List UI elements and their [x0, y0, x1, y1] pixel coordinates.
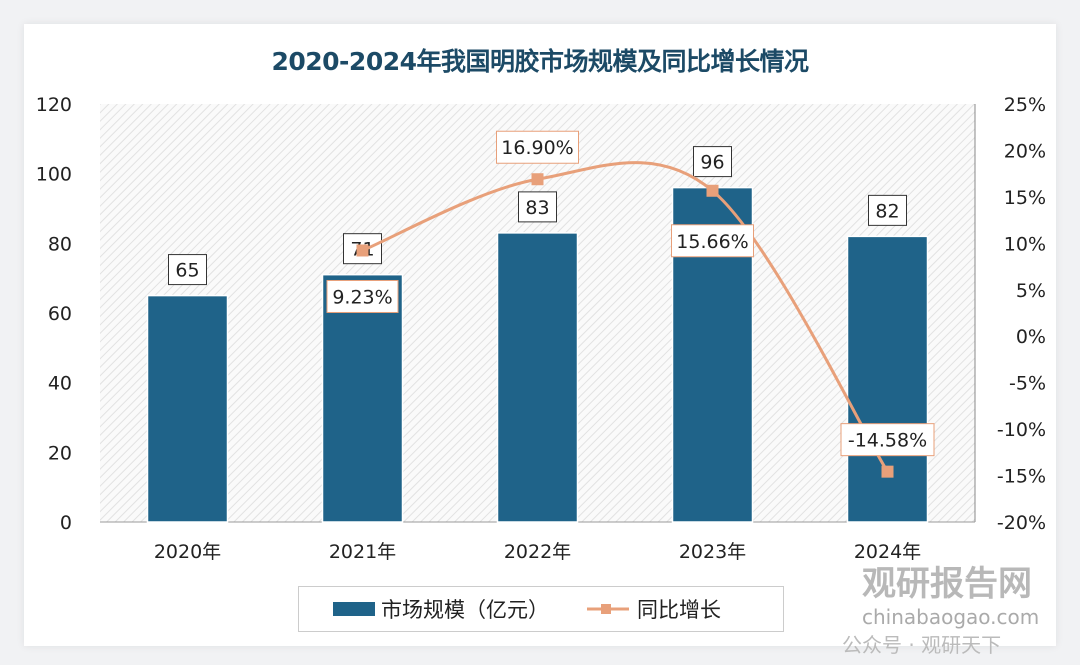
watermark-account: 公众号 · 观研天下	[842, 633, 1002, 657]
growth-label-box	[840, 423, 935, 457]
right-tick-label: -10%	[997, 419, 1046, 441]
growth-line	[361, 161, 889, 473]
bar	[846, 235, 929, 523]
right-tick-label: 15%	[1004, 187, 1046, 209]
bar-label-box	[693, 146, 732, 178]
legend-label-bar: 市场规模（亿元）	[381, 598, 549, 622]
left-tick-label: 20	[48, 442, 72, 464]
right-tick-label: -15%	[997, 466, 1046, 488]
x-tick-label: 2022年	[504, 541, 571, 563]
growth-label-box	[326, 279, 399, 313]
bar-label-box	[868, 194, 907, 226]
left-tick-label: 80	[48, 233, 72, 255]
bar-data-label: 65	[175, 260, 199, 282]
x-tick-label: 2023年	[679, 541, 746, 563]
bar-data-label: 82	[875, 200, 899, 222]
right-tick-label: 25%	[1004, 94, 1046, 116]
right-tick-label: -20%	[997, 512, 1046, 534]
bar-label-box	[518, 191, 557, 223]
right-tick-label: -5%	[1009, 373, 1046, 395]
growth-data-label: 15.66%	[676, 231, 748, 253]
growth-marker	[881, 465, 894, 478]
x-tick-label: 2024年	[854, 541, 921, 563]
bar-data-label: 96	[700, 152, 724, 174]
right-tick-label: 10%	[1004, 233, 1046, 255]
left-tick-label: 120	[36, 94, 72, 116]
left-tick-label: 60	[48, 303, 72, 325]
x-tick-label: 2021年	[329, 541, 396, 563]
right-tick-label: 5%	[1016, 280, 1046, 302]
growth-marker	[356, 244, 369, 257]
legend-line-swatch	[587, 604, 629, 614]
watermark-site: chinabaogao.com	[862, 605, 1040, 629]
growth-marker	[706, 184, 719, 197]
bar-label-box	[168, 254, 207, 286]
growth-data-label: 16.90%	[501, 137, 573, 159]
legend-label-line: 同比增长	[637, 598, 721, 622]
growth-data-label: -14.58%	[848, 430, 927, 452]
growth-label-box	[496, 130, 579, 164]
chart-title: 2020-2024年我国明胶市场规模及同比增长情况	[271, 47, 809, 76]
right-tick-label: 0%	[1016, 326, 1046, 348]
legend-item-bar: 市场规模（亿元）	[333, 594, 549, 624]
bar	[321, 273, 404, 523]
growth-label-box	[671, 224, 754, 258]
left-tick-label: 100	[36, 164, 72, 186]
left-tick-label: 40	[48, 373, 72, 395]
left-tick-label: 0	[60, 512, 72, 534]
growth-marker	[531, 173, 544, 186]
watermark-brand: 观研报告网	[862, 564, 1032, 604]
growth-data-label: 9.23%	[332, 286, 392, 308]
bar	[496, 232, 579, 523]
legend-bar-swatch	[333, 602, 375, 616]
bar-data-label: 83	[525, 197, 549, 219]
x-tick-label: 2020年	[154, 541, 221, 563]
right-tick-label: 20%	[1004, 140, 1046, 162]
legend: 市场规模（亿元） 同比增长	[298, 586, 784, 632]
bar	[146, 294, 229, 523]
legend-item-line: 同比增长	[585, 594, 721, 624]
